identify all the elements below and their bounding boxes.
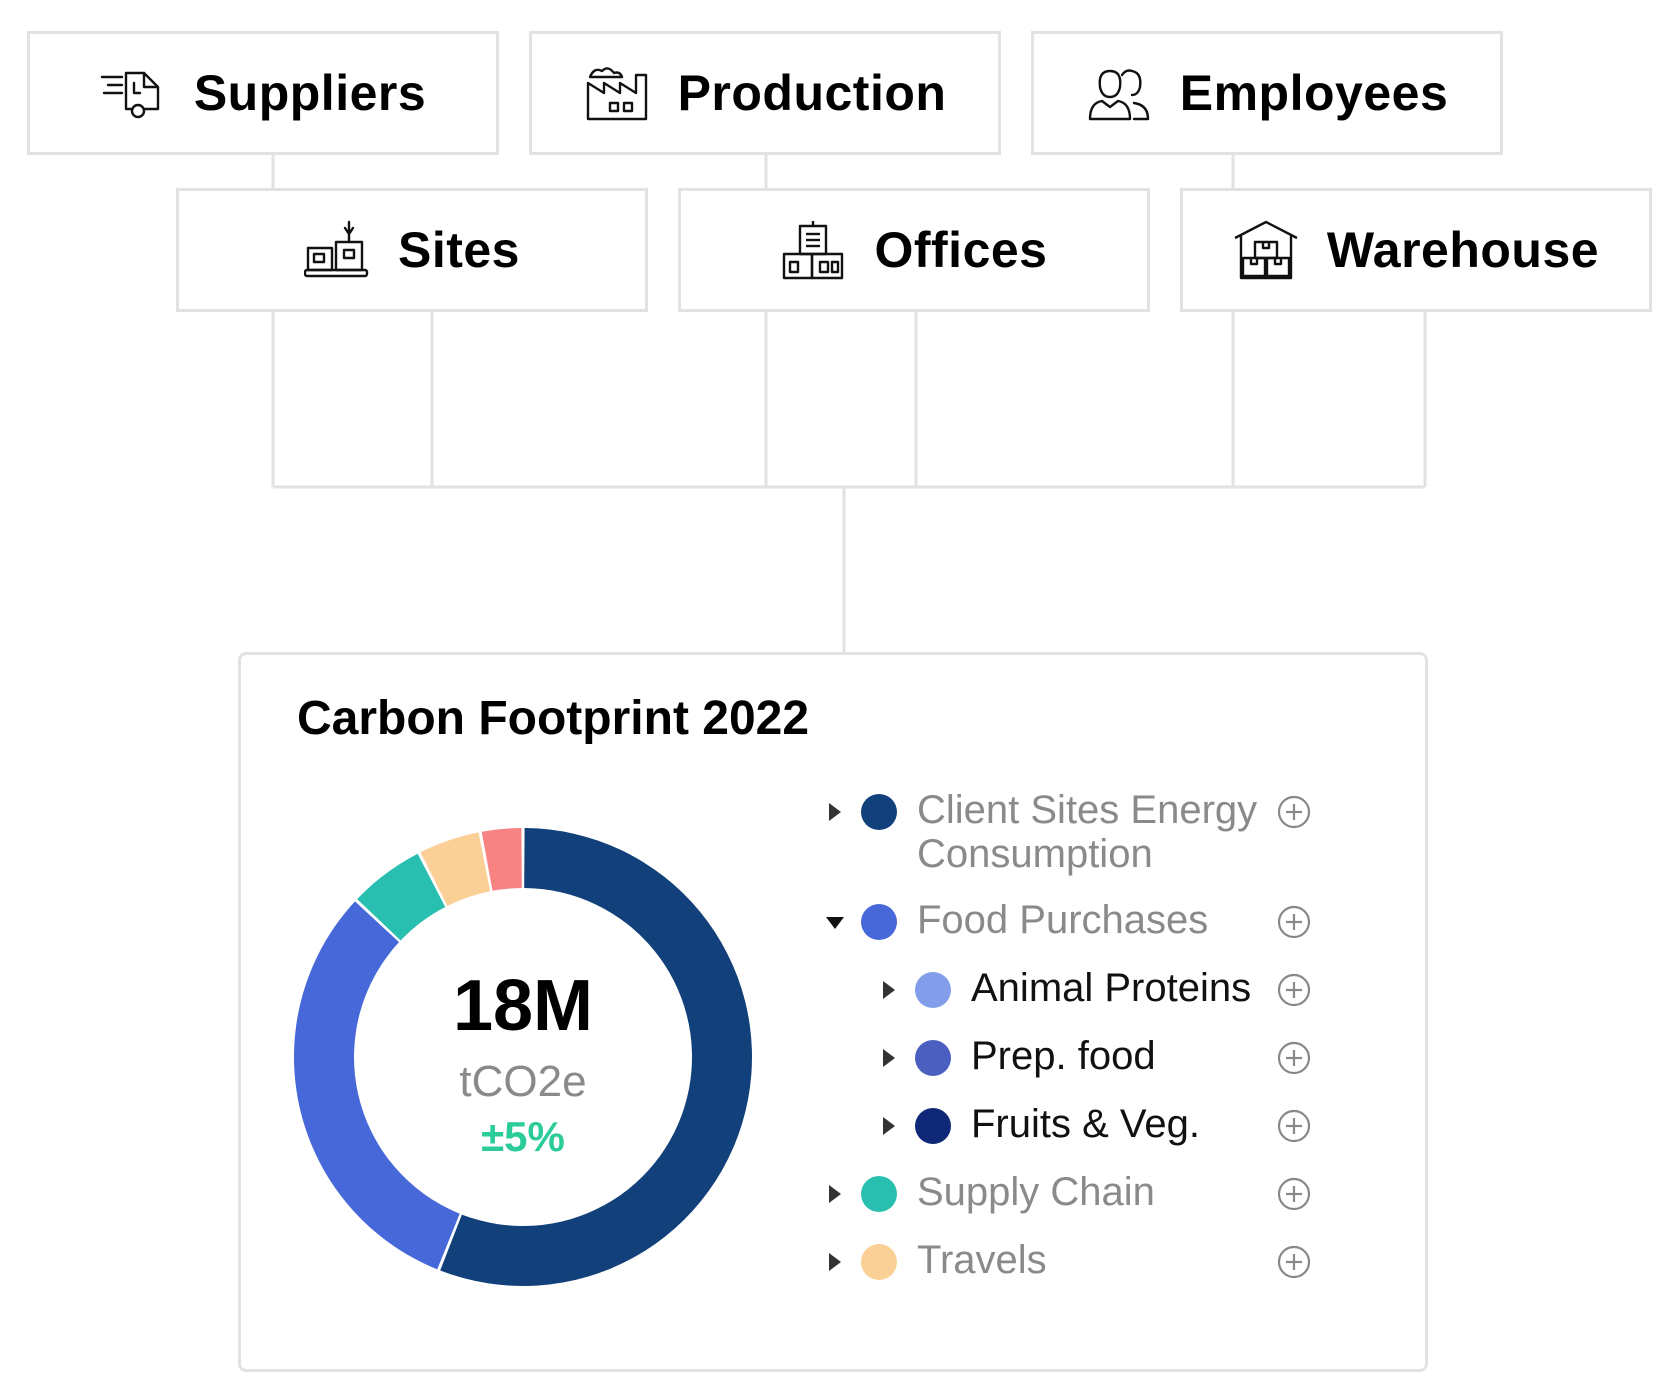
carbon-footprint-card: Carbon Footprint 2022 18M tCO2e ±5% Clie… [238,652,1428,1372]
delivery-truck-icon [100,63,166,123]
office-building-icon [780,220,846,280]
donut-slice-other[interactable] [481,828,522,891]
node-employees[interactable]: Employees [1031,31,1503,155]
expand-caret-icon[interactable] [883,1049,895,1067]
legend-swatch [861,1176,897,1212]
add-icon[interactable] [1277,905,1311,939]
legend-label: Animal Proteins [971,966,1252,1010]
node-label: Sites [397,222,520,278]
legend-label: Prep. food [971,1034,1156,1078]
people-icon [1086,63,1152,123]
node-production[interactable]: Production [529,31,1001,155]
card-title: Carbon Footprint 2022 [297,692,810,745]
expand-caret-icon[interactable] [883,981,895,999]
node-label: Suppliers [193,65,427,121]
node-warehouse[interactable]: Warehouse [1180,188,1652,312]
expand-caret-icon[interactable] [829,1185,841,1203]
legend-label: Consumption [917,832,1153,876]
legend-label: Client Sites Energy [917,788,1258,832]
node-label: Employees [1179,65,1449,121]
legend-swatch [861,794,897,830]
donut-slice-food-purchases[interactable] [293,901,460,1270]
legend-swatch [915,1040,951,1076]
node-label: Offices [874,222,1048,278]
expand-caret-icon[interactable] [829,803,841,821]
construction-site-icon [303,220,370,280]
add-icon[interactable] [1277,795,1311,829]
legend-swatch [861,1244,897,1280]
factory-icon [584,63,650,123]
legend-label: Fruits & Veg. [971,1102,1200,1146]
add-icon[interactable] [1277,1109,1311,1143]
donut-slice-travels[interactable] [420,832,491,906]
legend-swatch [915,1108,951,1144]
node-label: Production [677,65,947,121]
legend-label: Supply Chain [917,1170,1155,1214]
expand-caret-icon[interactable] [883,1117,895,1135]
node-suppliers[interactable]: Suppliers [27,31,499,155]
legend-label: Travels [917,1238,1047,1282]
add-icon[interactable] [1277,1041,1311,1075]
donut-slice-client-sites-energy-consumption[interactable] [440,828,753,1286]
legend-swatch [861,904,897,940]
node-label: Warehouse [1326,222,1600,278]
node-sites[interactable]: Sites [176,188,648,312]
donut-slice-supply-chain[interactable] [357,853,446,941]
warehouse-icon [1233,220,1299,280]
add-icon[interactable] [1277,1177,1311,1211]
legend-label: Food Purchases [917,898,1209,942]
donut-chart [293,828,753,1286]
add-icon[interactable] [1277,1245,1311,1279]
collapse-caret-icon[interactable] [826,917,844,929]
node-offices[interactable]: Offices [678,188,1150,312]
expand-caret-icon[interactable] [829,1253,841,1271]
legend-swatch [915,972,951,1008]
add-icon[interactable] [1277,973,1311,1007]
